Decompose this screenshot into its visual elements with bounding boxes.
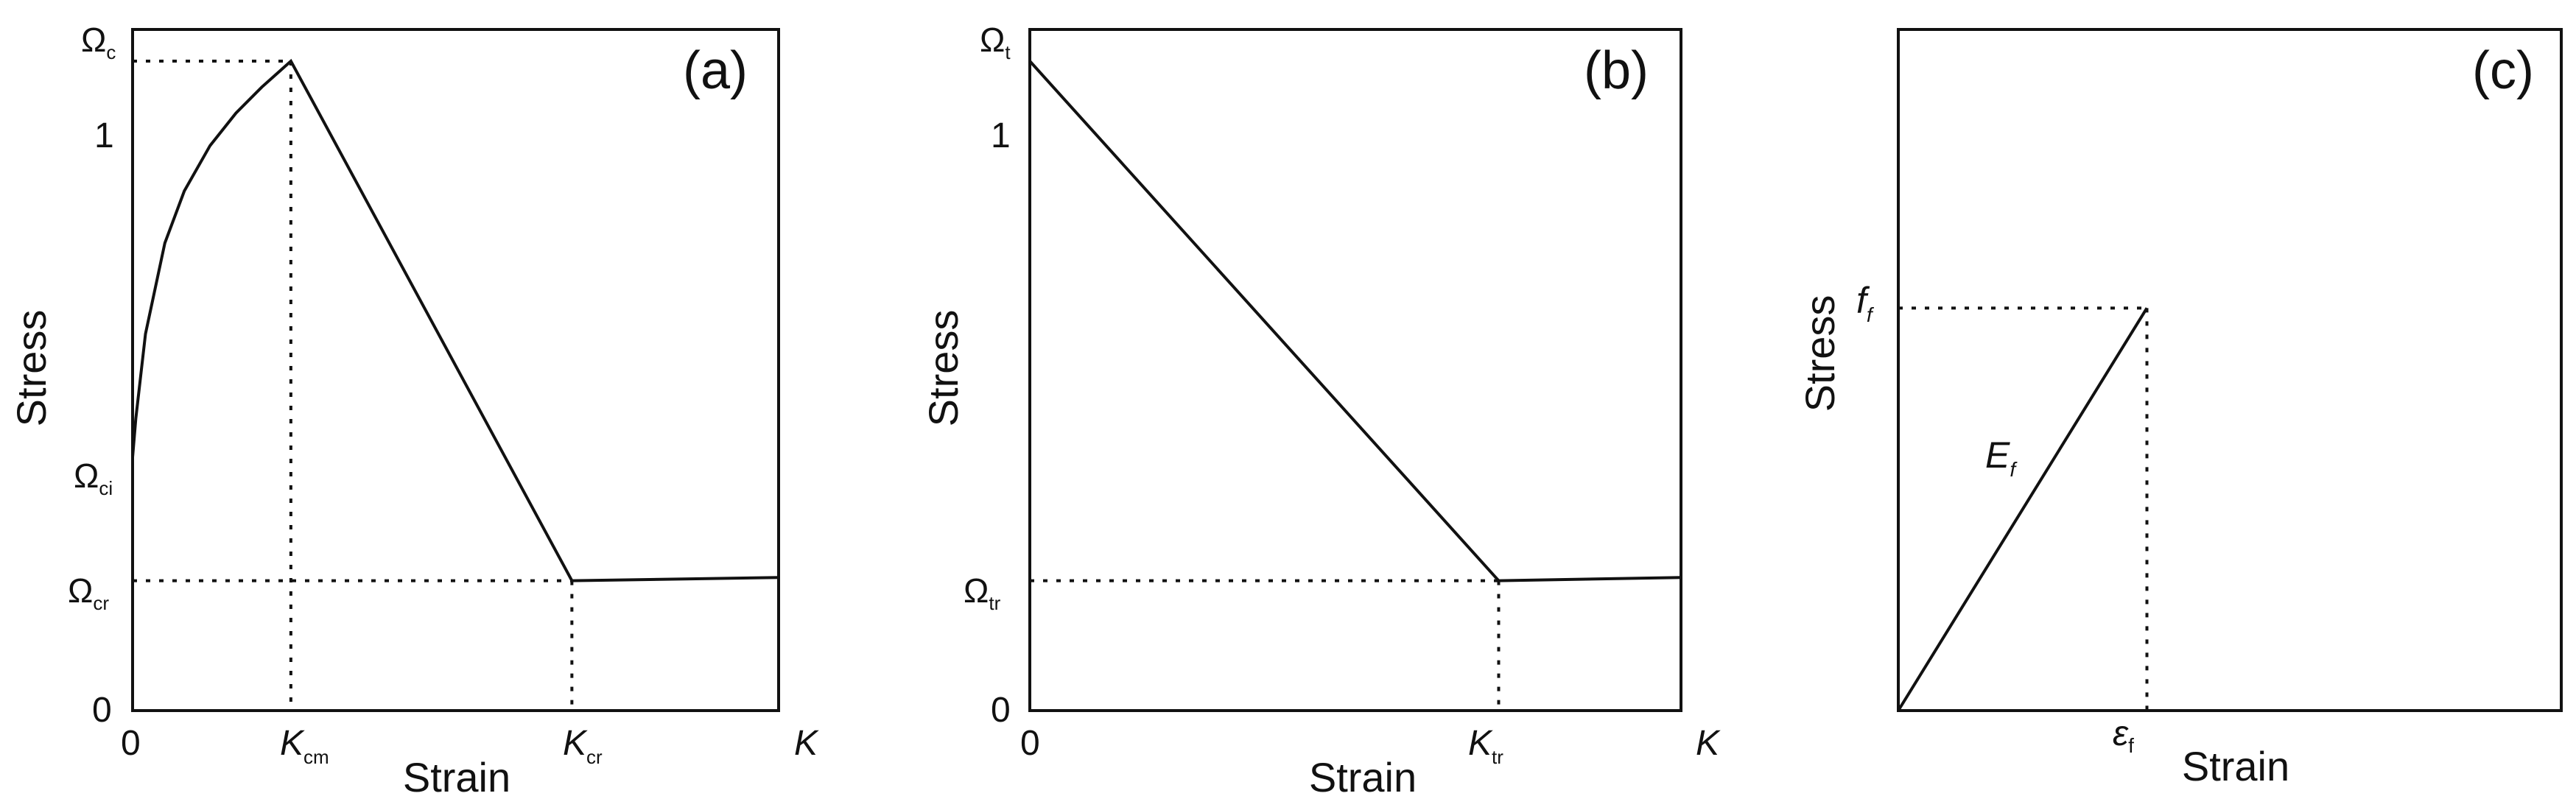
panel-b-ylabel: Stress xyxy=(920,310,966,427)
panel-b-label: (b) xyxy=(1584,41,1649,100)
panel-a-series xyxy=(131,58,779,582)
panel-a-series-line-0 xyxy=(131,58,779,582)
panel-a-ytick-omega-ci: Ωci xyxy=(74,457,113,499)
panel-b-series-line-0 xyxy=(1028,60,1682,582)
panel-a-label: (a) xyxy=(683,41,748,100)
panel-c-ytick-ff: ff xyxy=(1856,280,1875,326)
panel-a-plot-frame xyxy=(131,28,780,712)
panel-c-label: (c) xyxy=(2472,41,2534,100)
panel-b-guides xyxy=(1030,579,1501,711)
panel-c-guides xyxy=(1898,306,2149,711)
panel-b-xlabel: Strain xyxy=(1309,754,1417,800)
panel-c-series-line-0 xyxy=(1897,307,2149,712)
panel-a-xtick-kcr: Kcr xyxy=(563,724,603,768)
panel-a-xtick-k-end: K xyxy=(794,724,819,763)
panel-b-ytick-zero: 0 xyxy=(991,691,1011,730)
panel-a-ytick-omega-cr: Ωcr xyxy=(68,571,109,614)
panel-c: (c) ff Ef εf Strain Stress xyxy=(1797,28,2563,789)
panel-c-plot-frame xyxy=(1897,28,2563,712)
panel-a: (a) Ωc 1 Ωci Ωcr 0 0 Kcm Kcr K Strain St… xyxy=(8,21,819,800)
panel-b: (b) Ωt 1 Ωtr 0 0 Ktr K Strain Stress xyxy=(920,21,1721,800)
panel-b-plot-frame xyxy=(1028,28,1682,712)
panel-b-xtick-ktr: Ktr xyxy=(1468,724,1503,768)
panel-b-xtick-zero: 0 xyxy=(1020,724,1040,763)
panel-a-ytick-zero: 0 xyxy=(92,691,112,730)
panel-a-guides xyxy=(133,60,574,711)
panel-b-ytick-one: 1 xyxy=(991,116,1011,155)
panel-c-xlabel: Strain xyxy=(2182,743,2289,789)
panel-c-series xyxy=(1897,307,2149,712)
panel-b-ytick-omega-tr: Ωtr xyxy=(964,571,1001,614)
panel-b-series xyxy=(1028,60,1682,582)
panel-b-ytick-omega-t: Ωt xyxy=(980,21,1011,63)
panel-c-xtick-eps: εf xyxy=(2113,714,2134,757)
panel-a-ytick-one: 1 xyxy=(94,116,114,155)
panel-a-xtick-kcm: Kcm xyxy=(280,724,329,768)
panel-a-ylabel: Stress xyxy=(8,310,55,427)
panel-a-ytick-omega-c: Ωc xyxy=(81,21,116,63)
panel-a-xlabel: Strain xyxy=(403,754,510,800)
panel-c-ylabel: Stress xyxy=(1797,295,1843,412)
panel-c-slope-label: Ef xyxy=(1985,434,2018,481)
panel-b-xtick-k-end: K xyxy=(1696,724,1721,763)
panel-a-xtick-zero: 0 xyxy=(121,724,141,763)
